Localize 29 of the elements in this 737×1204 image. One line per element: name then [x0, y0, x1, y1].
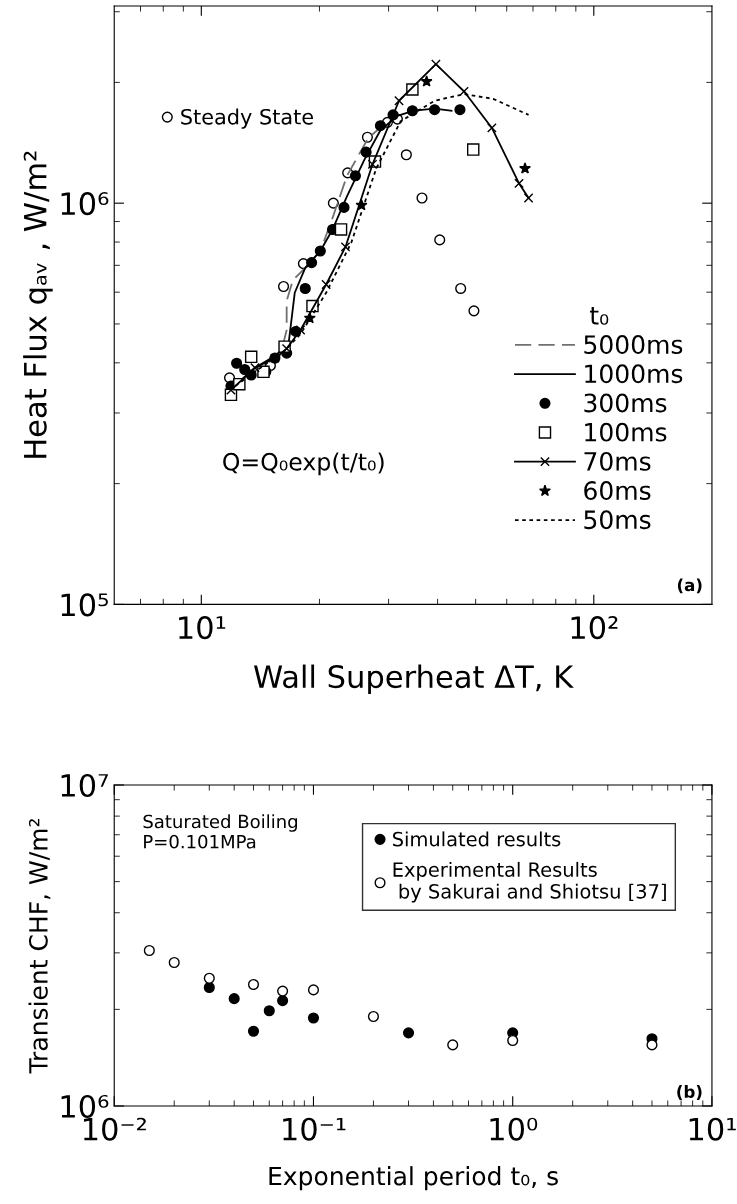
legend-label: 60ms	[584, 481, 651, 500]
legend-title: t₀	[589, 306, 609, 325]
legend-label: Simulated results	[392, 831, 561, 847]
x-tick-label: 10²	[571, 616, 618, 640]
annotation: (b)	[677, 1085, 702, 1100]
y-tick-label: 10⁵	[61, 593, 108, 617]
x-axis-title: Wall Superheat ΔT, K	[253, 664, 574, 695]
legend-label: 1000ms	[585, 364, 683, 384]
x-tick-label: 10⁻¹	[283, 1117, 346, 1141]
x-axis-title: Exponential period t₀, s	[269, 1166, 558, 1191]
annotation: Q=Q₀exp(t/t₀)	[223, 452, 384, 476]
legend-label: 50ms	[584, 510, 651, 530]
legend-label: 5000ms	[584, 335, 683, 355]
x-tick-label: 10⁻²	[83, 1117, 146, 1141]
legend-label: 300ms	[584, 393, 667, 413]
annotation: (a)	[677, 578, 702, 594]
x-tick-label: 10⁰	[490, 1117, 538, 1141]
y-tick-label: 10⁷	[61, 773, 108, 798]
legend-label: Steady State	[181, 108, 313, 129]
legend-label: 100ms	[585, 422, 667, 442]
x-tick-label: 10¹	[179, 616, 226, 640]
legend-label: 70ms	[584, 451, 651, 471]
legend-label: Experimental Results by Sakurai and Shiotsu [37]	[393, 861, 666, 903]
x-tick-label: 10¹	[689, 1117, 736, 1141]
y-tick-label: 10⁶	[61, 1094, 109, 1119]
y-axis-title: Transient CHF, W/m²	[28, 819, 51, 1074]
annotation: Saturated Boiling P=0.101MPa	[143, 814, 297, 849]
y-tick-label: 10⁶	[61, 192, 109, 216]
y-axis-title: Heat Flux qₐᵥ , W/m²	[23, 151, 53, 458]
